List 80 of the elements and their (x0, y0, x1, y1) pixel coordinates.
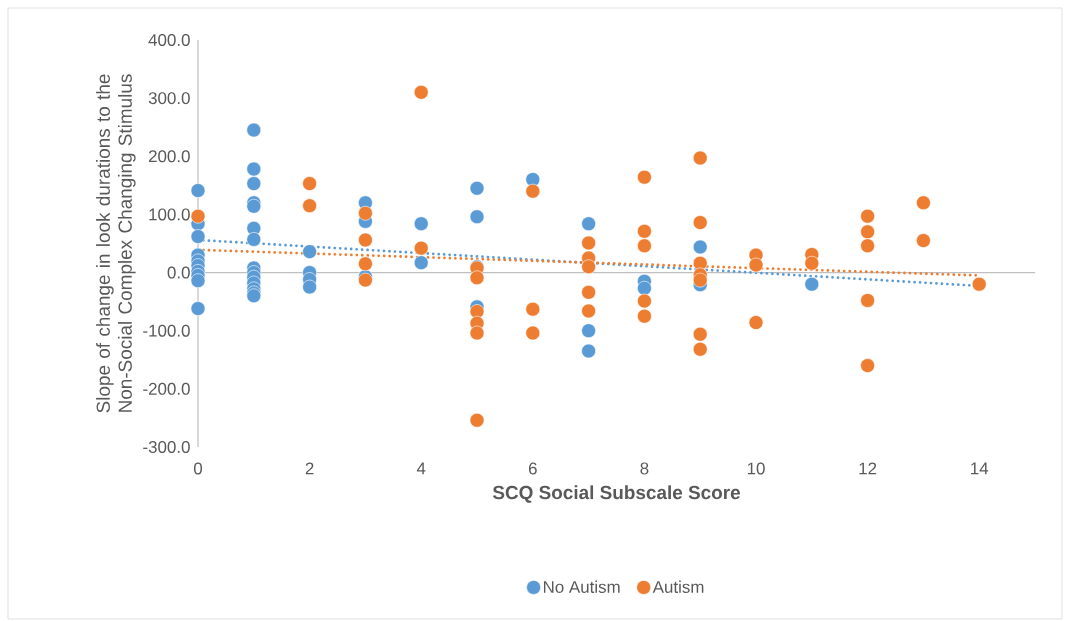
point (469, 209, 485, 225)
point (469, 325, 485, 341)
y-tick-label: -300.0 (143, 440, 190, 453)
point (692, 272, 708, 288)
legend-label: Autism (652, 580, 704, 593)
y-tick-label: 0.0 (167, 266, 190, 279)
x-tick-label: 10 (747, 462, 765, 475)
point (413, 240, 429, 256)
point (525, 301, 541, 317)
point (246, 161, 262, 177)
x-tick-label: 6 (528, 462, 537, 475)
point (581, 285, 596, 300)
y-tick-label: -100.0 (143, 324, 190, 337)
point (692, 326, 708, 342)
point (581, 323, 596, 338)
x-tick-label: 2 (305, 462, 314, 475)
point (469, 412, 485, 428)
point (358, 272, 373, 288)
point (916, 233, 931, 248)
y-tick-label: -200.0 (143, 382, 190, 395)
point (860, 238, 875, 254)
point (692, 215, 708, 230)
x-axis-title: SCQ Social Subscale Score (492, 485, 740, 503)
point (469, 270, 485, 286)
point (190, 273, 206, 288)
legend-label: No Autism (543, 580, 620, 593)
point (581, 259, 596, 275)
point (971, 276, 987, 292)
point (860, 224, 875, 240)
point (525, 325, 541, 341)
point (358, 205, 373, 221)
point (358, 256, 373, 272)
point (190, 229, 206, 244)
x-tick-label: 14 (971, 462, 989, 475)
point (581, 303, 596, 319)
point (246, 122, 262, 138)
y-tick-label: 300.0 (148, 92, 190, 105)
point (804, 255, 820, 271)
y-tick-label: 100.0 (149, 208, 190, 221)
point (302, 176, 317, 191)
point (804, 276, 820, 292)
point (246, 232, 262, 247)
point (302, 279, 317, 295)
point (916, 195, 931, 211)
point (637, 223, 652, 239)
point (692, 342, 708, 357)
point (860, 358, 875, 373)
point (748, 315, 764, 330)
point (302, 244, 317, 259)
y-axis-title: Slope of change in look durations to the Non-Social Complex Changing Stimulus (96, 74, 136, 413)
point (581, 216, 596, 232)
point (581, 343, 596, 359)
point (358, 232, 373, 248)
point (637, 280, 652, 296)
point (692, 239, 708, 255)
point (692, 150, 708, 166)
y-tick-label: 200.0 (148, 150, 190, 163)
point (190, 208, 206, 224)
point (190, 301, 206, 316)
x-tick-label: 8 (640, 462, 649, 475)
point (246, 176, 262, 191)
point (413, 255, 429, 270)
point (581, 235, 596, 251)
point (637, 293, 652, 309)
point (302, 198, 317, 213)
point (860, 293, 875, 308)
point (413, 85, 429, 100)
point (469, 180, 485, 196)
x-tick-label: 4 (416, 462, 426, 475)
y-tick-label: 400.0 (148, 33, 190, 46)
x-tick-label: 12 (859, 462, 877, 475)
x-tick-label: 0 (193, 462, 203, 475)
point (525, 183, 541, 199)
point (637, 308, 652, 324)
point (860, 208, 875, 224)
point (637, 169, 652, 185)
point (748, 257, 764, 273)
point (190, 183, 206, 198)
point (413, 216, 429, 232)
point (637, 238, 652, 254)
